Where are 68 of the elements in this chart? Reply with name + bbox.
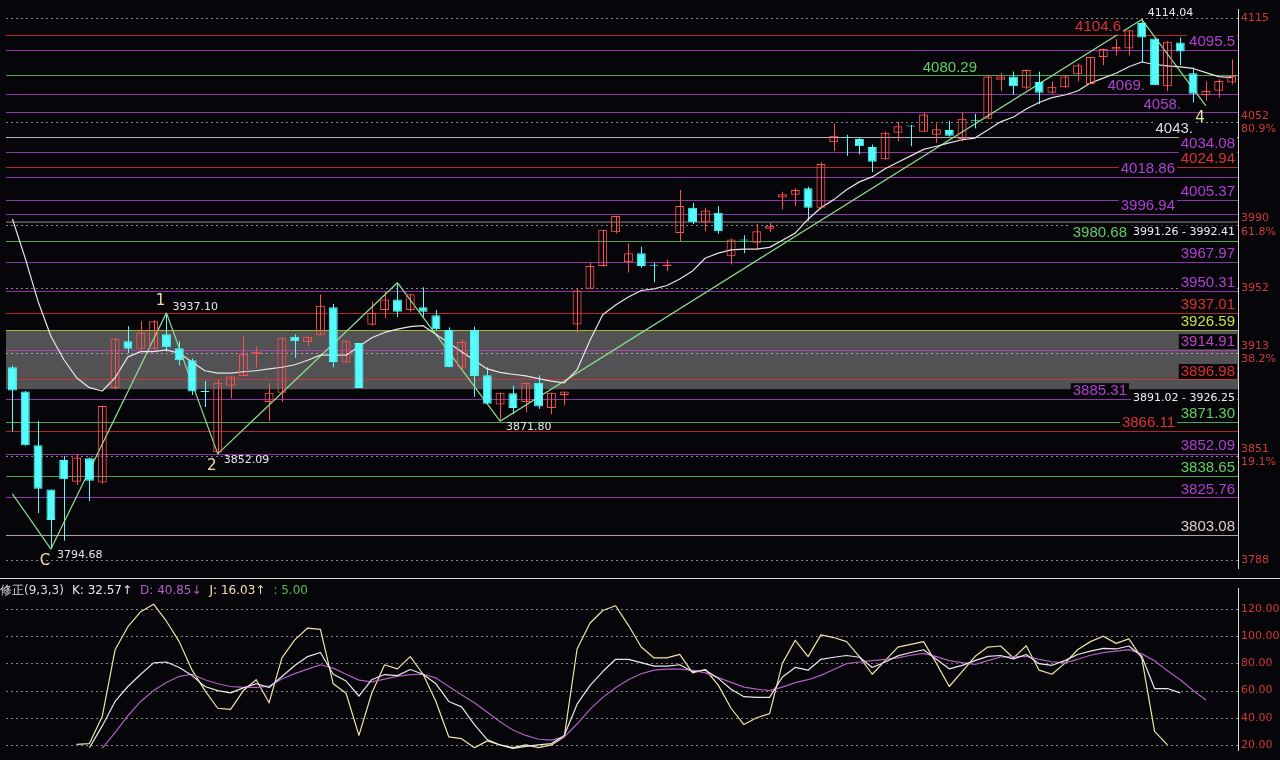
text: D: 40.85↓: [140, 583, 202, 597]
y-tick-label: 40.00: [1241, 710, 1273, 724]
ref-line-label: 3926.59: [1180, 312, 1235, 330]
y-tick-label: 4115: [1241, 10, 1269, 24]
candlestick: [842, 134, 852, 157]
annotation: 4: [1195, 107, 1205, 126]
ref-line-label: 4018.86: [1120, 159, 1175, 177]
ref-line-label: 3852.09: [1180, 435, 1235, 453]
y-tick-label: 20.00: [1241, 737, 1273, 751]
candlestick: [174, 340, 184, 366]
candlestick: [59, 455, 69, 542]
candlestick: [84, 456, 94, 502]
ref-line-label: 4104.6: [1075, 17, 1121, 35]
ref-line-label: 3996.94: [1120, 195, 1175, 213]
y-tick-label: 100.00: [1241, 629, 1280, 643]
candlestick: [418, 286, 428, 318]
y-tick-label: 3913 38.2%: [1241, 339, 1276, 366]
band-label: 3991.26 - 3992.41: [1133, 224, 1235, 238]
y-tick-label: 3990 61.8%: [1241, 211, 1276, 238]
ref-line-label: 3885.31: [1072, 380, 1127, 398]
ref-line-label: 3871.30: [1180, 404, 1235, 422]
ref-line-label: 3803.08: [1180, 517, 1235, 535]
ref-line-label: 3866.11: [1121, 412, 1175, 430]
chart-title: 修正(9,3,3): [0, 583, 64, 597]
candlestick: [713, 205, 723, 235]
y-tick-label: 3788: [1241, 552, 1269, 566]
candlestick: [1034, 71, 1044, 105]
ref-line-label: 4069.: [1107, 76, 1145, 94]
ref-line-label: 3937.01: [1180, 295, 1235, 313]
annotation: 2: [206, 455, 217, 474]
candlestick: [1175, 37, 1185, 66]
y-tick-label: 120.00: [1241, 601, 1280, 615]
candlestick: [123, 325, 133, 354]
candlestick: [1188, 67, 1198, 103]
data-label: 3794.68: [56, 547, 103, 561]
ref-line-label: 3967.97: [1180, 243, 1235, 261]
y-tick-label: 3952: [1241, 281, 1269, 295]
data-label: 3871.80: [506, 420, 552, 434]
ref-line-label: 4095.5: [1189, 32, 1235, 50]
text: K: 32.57↑: [71, 583, 133, 597]
y-tick-label: 4052 80.9%: [1241, 108, 1276, 135]
ref-line-label: 3896.98: [1180, 361, 1235, 379]
ref-line-label: 4080.29: [922, 57, 977, 75]
annotation: : 5.00: [273, 583, 308, 597]
band-label: 3891.02 - 3926.25: [1133, 391, 1235, 405]
candlestick: [431, 309, 441, 332]
ref-line-label: 3825.76: [1180, 479, 1235, 497]
ref-line-label: 4024.94: [1180, 149, 1235, 167]
y-tick-label: 3851 19.1%: [1241, 441, 1276, 469]
candlestick: [534, 374, 544, 410]
data-label: 3852.09: [223, 452, 270, 466]
ref-line-label: 4058.: [1143, 94, 1181, 112]
candlestick: [803, 186, 813, 222]
annotation: C: [39, 550, 51, 569]
y-tick-label: 60.00: [1241, 683, 1273, 697]
ref-line-label: 4034.08: [1180, 134, 1235, 152]
data-label: 4114.04: [1147, 6, 1194, 20]
ref-line-label: 3980.68: [1072, 222, 1127, 240]
data-label: 3937.10: [172, 299, 218, 313]
ref-line-label: 4043.: [1155, 119, 1193, 137]
ref-line-label: 4005.37: [1180, 181, 1235, 199]
candlestick: [7, 364, 17, 432]
annotation: 1: [155, 290, 166, 309]
ref-line-label: 3950.31: [1180, 273, 1235, 291]
ref-line-label: 3914.91: [1180, 331, 1235, 349]
text: J: 16.03↑: [209, 583, 266, 597]
y-tick-label: 80.00: [1241, 656, 1273, 670]
ref-line-label: 3838.65: [1180, 458, 1235, 476]
